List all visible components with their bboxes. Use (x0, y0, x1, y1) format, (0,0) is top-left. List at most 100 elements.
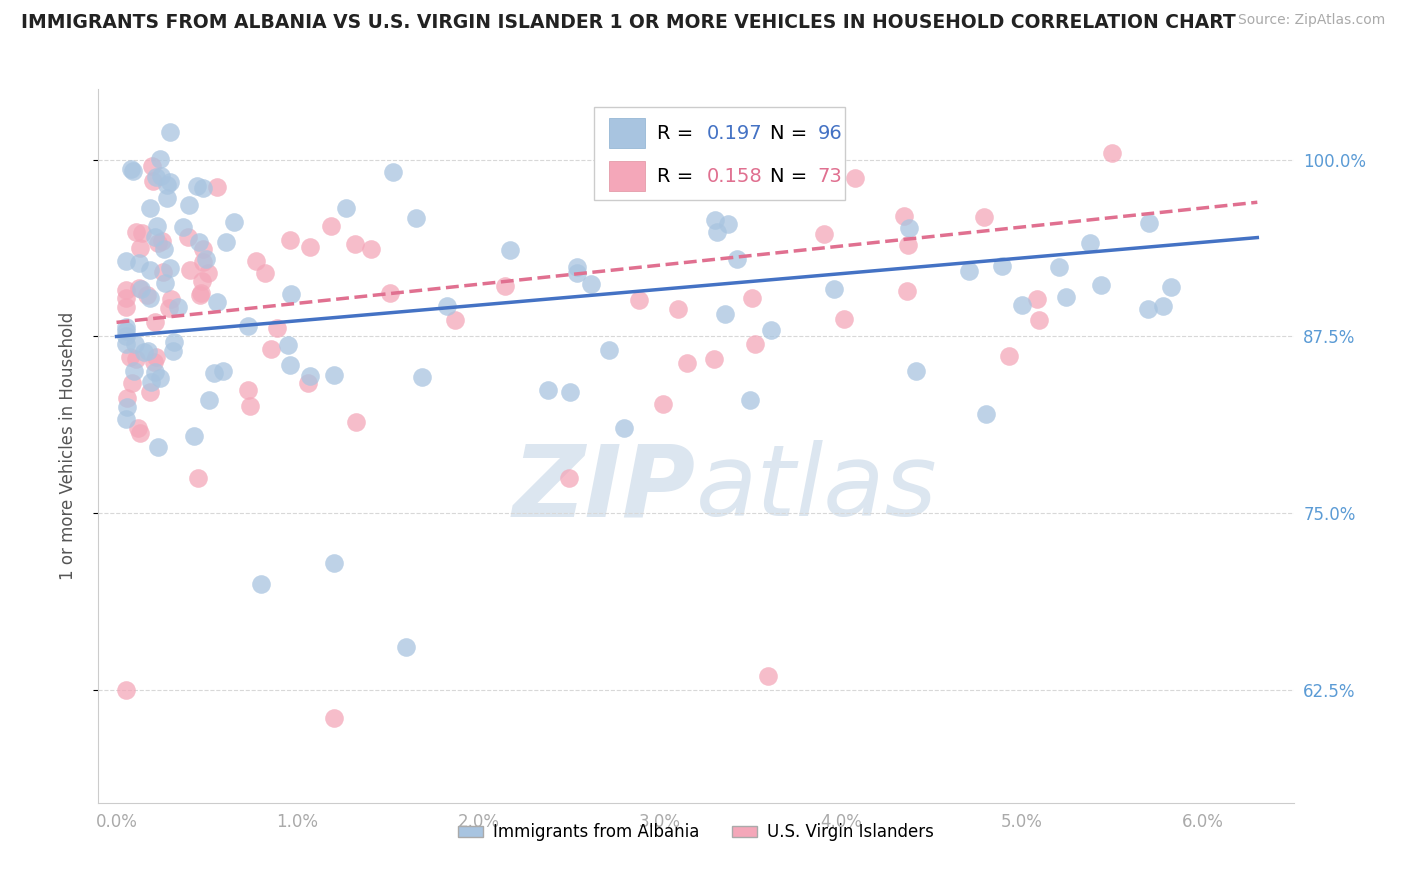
Point (1011, 298, 1033, 312)
Point (974, 407, 997, 421)
Point (897, 238, 920, 252)
Point (411, 370, 433, 384)
Point (156, 191, 179, 205)
Point (238, 318, 260, 333)
Text: atlas: atlas (696, 441, 938, 537)
Point (1026, 292, 1049, 306)
Point (253, 266, 276, 280)
Point (150, 234, 173, 248)
Text: N =: N = (770, 167, 814, 186)
Point (997, 349, 1019, 363)
Point (381, 165, 404, 179)
Point (893, 209, 915, 223)
Point (360, 242, 382, 256)
Point (813, 227, 835, 242)
Point (832, 312, 855, 326)
Point (125, 225, 148, 239)
Point (581, 277, 603, 292)
Point (197, 392, 219, 407)
Point (167, 301, 190, 315)
Point (436, 299, 458, 313)
Point (652, 397, 675, 411)
Point (1028, 312, 1050, 326)
Point (141, 159, 163, 173)
Point (666, 301, 689, 316)
Point (335, 201, 357, 215)
Point (160, 292, 183, 306)
Point (1137, 216, 1160, 230)
Point (122, 363, 145, 377)
Point (131, 226, 153, 240)
Point (322, 711, 344, 725)
Point (897, 220, 920, 235)
Point (322, 368, 344, 383)
Point (136, 343, 159, 358)
Text: N =: N = (770, 124, 814, 143)
Point (759, 323, 782, 337)
Point (692, 170, 714, 185)
Point (1152, 299, 1174, 313)
Point (148, 440, 170, 454)
Point (297, 376, 319, 391)
Point (115, 392, 138, 406)
Point (1160, 280, 1182, 294)
Bar (609, 161, 644, 191)
Point (114, 412, 136, 426)
Point (250, 576, 273, 591)
Point (128, 241, 150, 255)
Point (444, 313, 467, 327)
Point (125, 352, 148, 367)
Point (1136, 301, 1159, 316)
Point (703, 212, 725, 227)
Point (114, 300, 136, 314)
Point (114, 337, 136, 351)
Point (179, 198, 201, 212)
Y-axis label: 1 or more Vehicles in Household: 1 or more Vehicles in Household (59, 312, 77, 580)
Point (1049, 260, 1071, 275)
Point (205, 295, 228, 310)
Point (957, 264, 980, 278)
Point (145, 350, 167, 364)
Text: 0.197: 0.197 (707, 124, 762, 143)
Point (138, 201, 160, 215)
Point (127, 420, 149, 434)
Point (162, 343, 184, 358)
Point (565, 266, 588, 280)
Point (114, 682, 136, 697)
Point (744, 336, 766, 351)
FancyBboxPatch shape (595, 107, 845, 200)
Point (128, 256, 150, 270)
Point (499, 243, 522, 257)
Text: R =: R = (657, 167, 699, 186)
Point (395, 640, 418, 655)
Point (741, 292, 763, 306)
Point (149, 370, 172, 384)
Point (191, 242, 214, 256)
Point (627, 293, 650, 308)
Point (205, 179, 228, 194)
Point (1101, 145, 1123, 160)
Point (991, 259, 1014, 273)
Point (537, 383, 560, 397)
Point (346, 415, 368, 429)
Point (202, 367, 225, 381)
Point (142, 174, 165, 188)
Point (823, 281, 845, 295)
Point (156, 178, 179, 193)
Point (598, 343, 620, 358)
Point (114, 320, 136, 334)
Bar (609, 119, 644, 148)
Point (904, 364, 927, 378)
Point (118, 350, 141, 364)
Point (494, 279, 516, 293)
Point (740, 393, 762, 408)
Point (191, 274, 214, 288)
Legend: Immigrants from Albania, U.S. Virgin Islanders: Immigrants from Albania, U.S. Virgin Isl… (451, 817, 941, 848)
Text: 73: 73 (818, 167, 842, 186)
Point (122, 164, 145, 178)
Point (197, 266, 219, 280)
Point (322, 556, 344, 570)
Point (183, 429, 205, 443)
Point (142, 355, 165, 369)
Text: ZIP: ZIP (513, 441, 696, 537)
